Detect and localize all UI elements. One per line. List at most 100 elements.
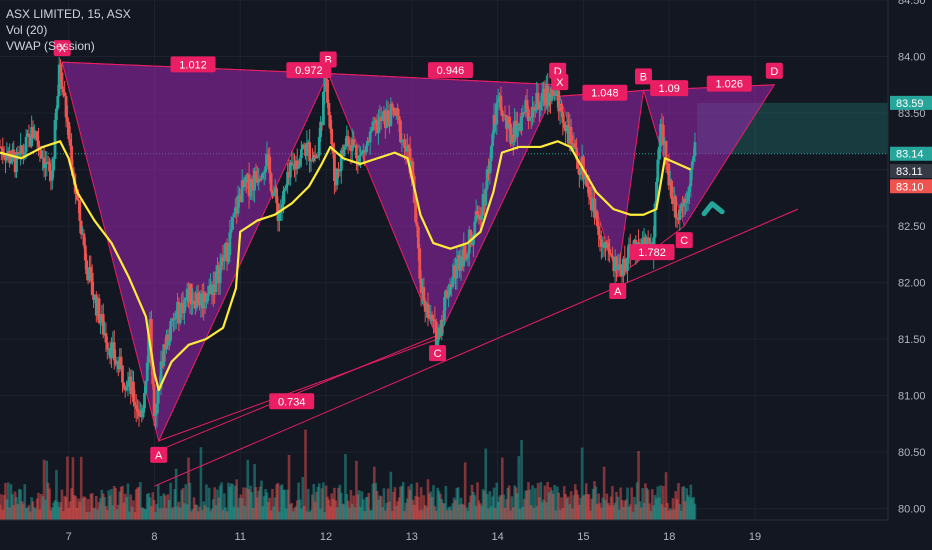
symbol-title[interactable]: ASX LIMITED, 15, ASX [6,7,131,21]
pattern-ratio-label-box [582,84,628,101]
candle-body [436,339,440,348]
volume-bar [0,494,3,520]
price-marker-box [890,179,932,194]
volume-bar [228,486,232,520]
volume-bar [317,483,321,520]
volume-bar [254,487,258,520]
pattern-ratio-label: 1.048 [591,88,619,100]
candle-body [327,102,331,116]
candle-body [451,276,455,288]
volume-bar [308,511,311,520]
time-axis[interactable]: 7 8 11 12 13 14 15 18 19 [0,519,888,543]
volume-bar [689,484,693,520]
trendline [154,208,799,487]
vwap-indicator-label[interactable]: VWAP (Session) [6,39,95,53]
candle-body [261,173,265,179]
long-arrow-icon [701,201,725,217]
candle-body [371,121,375,131]
candle-body [623,258,627,271]
candle-body [465,257,468,260]
volume-bar [151,492,155,520]
candle-body [133,402,137,406]
volume-bar [472,491,475,520]
candle-body [192,300,196,302]
pattern-ratio-label: 1.012 [179,59,207,71]
volume-bar [386,488,390,520]
volume-bar [114,488,117,520]
time-tick-label: 7 [66,531,72,543]
volume-bar [276,482,280,520]
volume-bar [379,496,383,520]
volume-bar [601,497,605,520]
volume-bar [111,505,115,520]
volume-bar [620,499,624,520]
price-axis[interactable]: 80.0080.5081.0081.5082.0082.5083.0083.50… [887,0,932,550]
candle-body [290,162,294,165]
volume-bar [617,509,621,520]
harmonic-patterns [61,61,776,443]
volume-bar [298,499,302,520]
volume-bar [345,494,349,520]
volume-bar [260,480,263,520]
volume-bar [66,456,69,520]
pattern-point-label: B [640,71,647,83]
volume-bar [12,505,16,520]
volume-bar [404,502,408,520]
chart-legend: ASX LIMITED, 15, ASX Vol (20) VWAP (Sess… [6,6,131,54]
candle-body [141,408,145,418]
candle-body [264,166,267,173]
volume-bar [385,502,388,520]
volume-bar [546,482,550,520]
volume-bar [682,486,686,520]
candle-body [143,392,146,409]
volume-bar [320,488,324,520]
candle-body [46,161,50,163]
volume-bar [93,508,97,520]
candle-body [37,140,40,147]
volume-bar [89,493,93,520]
volume-bar [311,494,314,520]
volume-bar [108,495,112,520]
volume-bar [312,484,316,520]
volume-bar [287,454,291,520]
volume-bar [491,496,494,520]
candle-body [170,318,174,322]
volume-bar [407,486,411,520]
volume-bar [147,493,150,520]
volume-bar [355,460,358,520]
candle-body [360,151,364,155]
volume-bar [681,486,684,520]
volume-bar [606,502,610,520]
volume-bar [630,487,633,520]
candle-body [166,334,170,346]
candle-body [275,188,279,204]
pattern-point-label: C [680,235,688,247]
pattern-ratio-label-box [650,80,689,97]
volume-indicator-label[interactable]: Vol (20) [6,23,48,37]
candle-body [396,108,400,117]
candle-body [562,122,566,128]
volume-bar [224,507,227,520]
candle-body [57,64,61,97]
candle-body [134,405,138,409]
volume-bar [20,501,24,520]
candle-body [575,147,579,160]
candle-body [136,408,140,412]
volume-bar [261,506,265,520]
volume-bar [187,457,190,520]
pattern-ratio-label-box [427,62,473,79]
candle-body [272,192,276,197]
candle-body [257,179,261,183]
volume-bar [518,508,522,520]
volume-bar [567,496,570,520]
volume-bar [653,495,657,520]
volume-bar [50,507,54,520]
candle-body [299,149,303,159]
volume-bar [580,447,584,520]
candle-body [155,403,159,415]
volume-bar [161,507,164,520]
candle-body [448,284,452,296]
candle-body [610,255,614,258]
volume-bar [627,507,631,520]
